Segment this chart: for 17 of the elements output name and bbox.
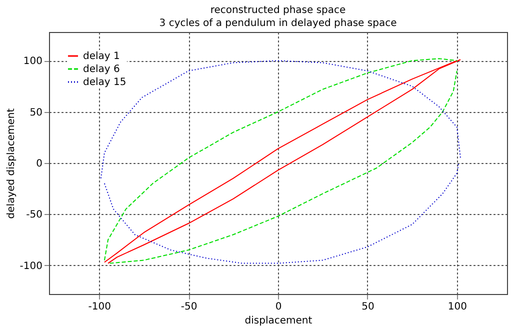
y-tick-label: 50 (30, 107, 42, 118)
x-axis-title: displacement (244, 316, 312, 326)
chart-subtitle: 3 cycles of a pendulum in delayed phase space (159, 18, 397, 29)
x-tick-label: 100 (448, 302, 467, 312)
legend-label: delay 1 (83, 51, 120, 62)
x-tick-label: -50 (180, 302, 198, 312)
x-tick-label: -100 (88, 302, 111, 312)
y-tick-label: 0 (36, 158, 42, 170)
x-tick-label: 0 (275, 302, 282, 312)
y-tick-label: -100 (20, 260, 42, 272)
y-tick-label: -50 (26, 210, 42, 221)
y-tick-label: 100 (23, 56, 42, 68)
legend-label: delay 15 (83, 77, 126, 88)
y-axis-title: delayed displacement (6, 108, 17, 219)
x-tick-label: 50 (362, 302, 374, 312)
legend-label: delay 6 (83, 64, 120, 75)
chart-title: reconstructed phase space (210, 5, 346, 16)
